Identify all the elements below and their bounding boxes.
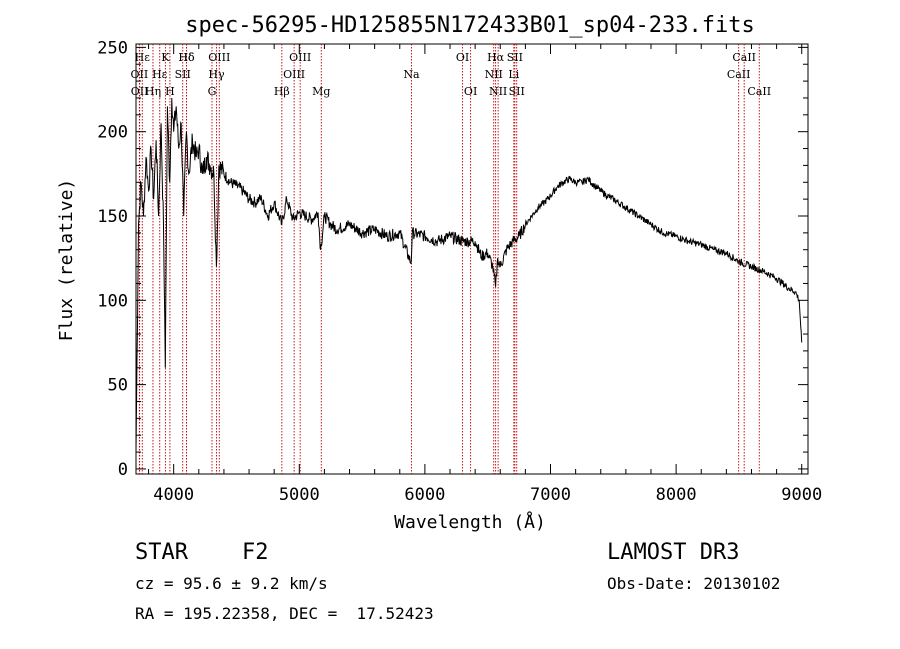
spectral-line-label: CaII — [747, 85, 771, 98]
x-tick-label: 9000 — [781, 485, 822, 505]
spectral-line-label: NII — [489, 85, 507, 98]
chart-title: spec-56295-HD125855N172433B01_sp04-233.f… — [185, 13, 755, 38]
spectral-line-label: OI — [456, 51, 469, 64]
spectral-line-label: Hγ — [208, 68, 225, 81]
spectral-line-label: Hε — [135, 51, 151, 64]
x-tick-label: 5000 — [279, 485, 320, 505]
spectral-line-label: OIII — [208, 51, 230, 64]
x-tick-label: 4000 — [153, 485, 194, 505]
spectral-line-label: K — [161, 51, 170, 64]
spectral-line-label: CaII — [727, 68, 751, 81]
spectral-line-markers — [138, 44, 760, 474]
spectral-line-label: OIII — [283, 68, 305, 81]
spectral-line-label: Hδ — [178, 51, 195, 64]
x-axis-ticks: 4000 5000 6000 7000 8000 9000 — [148, 44, 822, 505]
redshift-label: cz = 95.6 ± 9.2 km/s — [135, 574, 328, 593]
y-tick-label: 50 — [108, 376, 128, 396]
spectral-line-label: OI — [464, 85, 477, 98]
survey-label: LAMOST DR3 — [607, 540, 740, 565]
spectral-line-label: OII — [131, 85, 149, 98]
spectral-line-label: Hε — [152, 68, 168, 81]
y-tick-label: 0 — [118, 460, 128, 480]
y-axis-label: Flux (relative) — [56, 179, 77, 342]
x-tick-label: 6000 — [404, 485, 445, 505]
spectral-line-label: NII — [485, 68, 503, 81]
y-tick-label: 200 — [97, 123, 128, 143]
spectral-line-label: Hη — [145, 85, 161, 98]
spectral-line-label: SII — [509, 85, 525, 98]
spectral-line-label: Hα — [487, 51, 505, 64]
spectral-line-label: CaII — [732, 51, 756, 64]
spectral-line-label: SII — [507, 51, 523, 64]
x-tick-label: 8000 — [656, 485, 697, 505]
spectral-line-label: H — [165, 85, 175, 98]
spectral-line-label: OIII — [289, 51, 311, 64]
y-tick-label: 250 — [97, 38, 128, 58]
y-tick-label: 150 — [97, 207, 128, 227]
spectral-line-label: Na — [403, 68, 420, 81]
spectral-line-label: Li — [508, 68, 519, 81]
y-tick-label: 100 — [97, 291, 128, 311]
spectral-line-label: Hδ — [178, 51, 195, 64]
object-class: STAR — [135, 540, 188, 565]
object-subclass: F2 — [242, 540, 269, 565]
flux-series-line — [135, 97, 803, 453]
spectral-line-label: SII — [175, 68, 191, 81]
spectral-line-label: G — [208, 85, 217, 98]
coordinates-label: RA = 195.22358, DEC = 17.52423 — [135, 604, 434, 623]
spectral-line-label: Mg — [312, 85, 330, 98]
spectral-line-label: OII — [131, 68, 149, 81]
y-axis-ticks: 0 50 100 150 200 250 — [97, 38, 808, 480]
x-tick-label: 7000 — [530, 485, 571, 505]
plot-frame — [135, 43, 809, 475]
x-axis-label: Wavelength (Å) — [394, 511, 546, 533]
obs-date-label: Obs-Date: 20130102 — [607, 574, 781, 593]
spectral-line-label: Hβ — [274, 85, 290, 98]
